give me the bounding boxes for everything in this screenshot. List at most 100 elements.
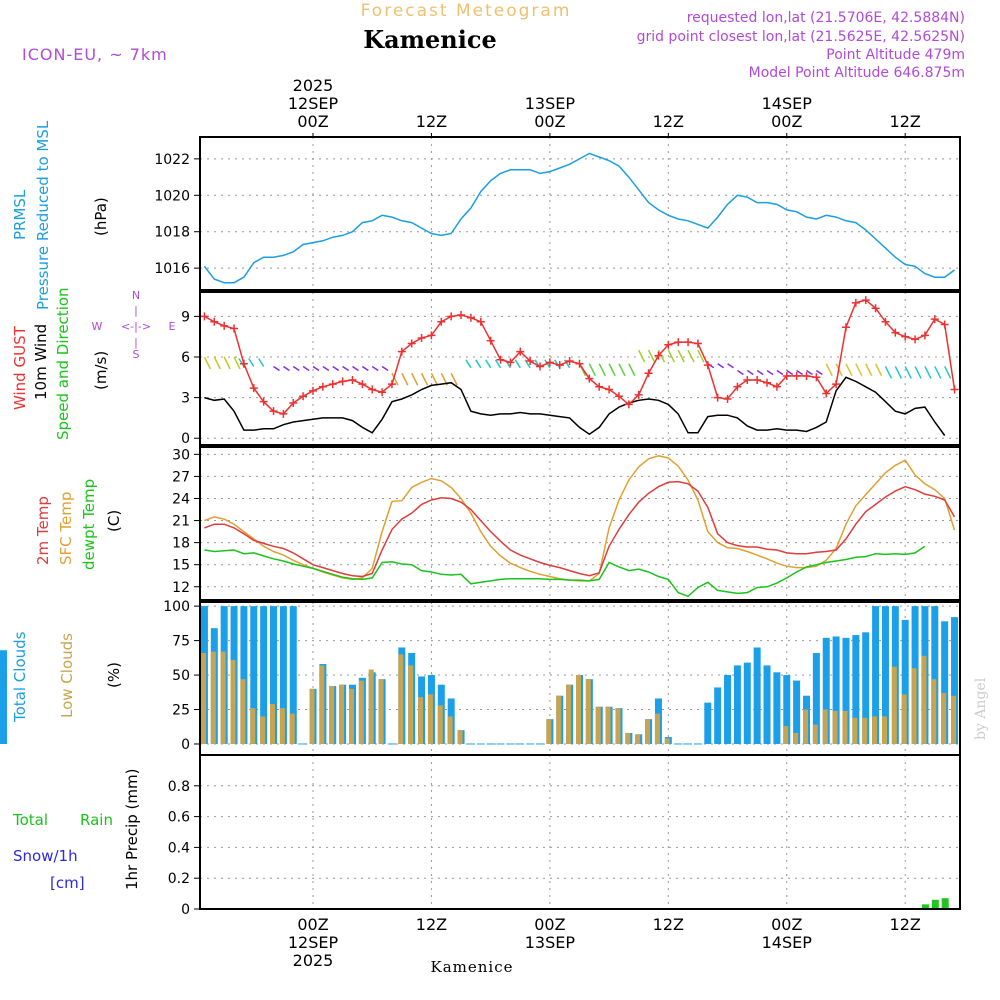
model-altitude: Model Point Altitude 646.875m bbox=[749, 65, 965, 81]
t2m-label: 2m Temp bbox=[34, 496, 52, 565]
gust-marker bbox=[387, 380, 396, 389]
gust-marker bbox=[407, 339, 416, 348]
low-cloud-bar bbox=[427, 694, 433, 744]
gust-marker bbox=[200, 312, 209, 321]
wind-arrow bbox=[746, 369, 754, 376]
low-cloud-bar bbox=[654, 713, 660, 744]
svg-text:|: | bbox=[134, 336, 138, 349]
gust-marker bbox=[427, 331, 436, 340]
low-cloud-bar bbox=[230, 659, 236, 744]
y-tick-label: 21 bbox=[172, 514, 190, 530]
time-label-bottom: 12SEP bbox=[288, 933, 339, 952]
low-cloud-bar bbox=[872, 716, 878, 744]
y-tick-label: 50 bbox=[172, 668, 190, 684]
wind-arrow bbox=[361, 365, 369, 372]
dew-label: dewpt Temp bbox=[80, 479, 98, 570]
total-cloud-bar bbox=[0, 658, 7, 744]
prmsl-label: PRMSL bbox=[11, 189, 29, 240]
svg-text:|: | bbox=[134, 304, 138, 317]
gust-marker bbox=[506, 358, 515, 367]
wind-arrow bbox=[371, 365, 379, 372]
total-cloud-bar bbox=[862, 632, 870, 744]
gust-marker bbox=[555, 361, 564, 370]
wind-arrow bbox=[845, 363, 853, 377]
low-cloud-bar bbox=[566, 684, 572, 744]
compass-e: E bbox=[169, 320, 176, 333]
gust-marker bbox=[476, 317, 485, 326]
total-cloud-bar bbox=[872, 606, 880, 744]
low-cloud-bar bbox=[418, 697, 424, 744]
low-cloud-bar bbox=[398, 654, 404, 744]
total-cloud-bar bbox=[714, 687, 722, 744]
wind-arrow bbox=[677, 349, 685, 363]
sfc-temp-line bbox=[204, 455, 956, 582]
wind-arrow bbox=[766, 369, 774, 376]
wind-arrow bbox=[736, 369, 744, 376]
wind-arrow bbox=[391, 372, 399, 386]
gust-marker bbox=[822, 389, 831, 398]
low-cloud-bar bbox=[921, 655, 927, 744]
low-cloud-bar bbox=[339, 684, 345, 744]
y-tick-label: 0.2 bbox=[168, 871, 190, 887]
wind-desc: Speed and Direction bbox=[54, 287, 72, 440]
low-cloud-bar bbox=[437, 705, 443, 744]
gust-marker bbox=[614, 392, 623, 401]
gust-marker bbox=[536, 362, 545, 371]
gust-marker bbox=[526, 357, 535, 366]
total-cloud-bar bbox=[951, 617, 959, 744]
low-cloud-bar bbox=[891, 666, 897, 744]
wind-arrow bbox=[647, 349, 656, 363]
gust-marker bbox=[496, 355, 505, 364]
low-cloud-bar bbox=[862, 717, 868, 744]
y-tick-label: 24 bbox=[172, 491, 190, 507]
wind-arrow bbox=[213, 356, 221, 370]
wind-arrow bbox=[203, 356, 212, 370]
gust-marker bbox=[220, 321, 229, 330]
time-label-bottom: 14SEP bbox=[762, 933, 813, 952]
time-label-top: 14SEP bbox=[762, 94, 813, 113]
time-label-top: 00Z bbox=[297, 112, 328, 131]
gust-marker bbox=[565, 357, 574, 366]
gust-marker bbox=[950, 385, 959, 394]
wind-arrow bbox=[667, 349, 675, 363]
wind-arrow bbox=[806, 369, 813, 376]
time-label-bottom: 00Z bbox=[297, 915, 328, 934]
gust-marker bbox=[911, 335, 920, 344]
low-cloud-bar bbox=[329, 686, 335, 744]
wind-arrow bbox=[465, 359, 472, 369]
rain-bar bbox=[921, 904, 929, 909]
wind-arrow bbox=[924, 366, 932, 379]
gust-marker bbox=[486, 336, 495, 345]
wind-arrow bbox=[874, 363, 883, 377]
total-cloud-bar bbox=[250, 606, 258, 744]
gust-marker bbox=[249, 384, 258, 393]
cm-label: [cm] bbox=[50, 874, 85, 892]
total-clouds-label: Total Clouds bbox=[11, 631, 29, 723]
wind-arrow bbox=[588, 363, 597, 377]
y-tick-label: 1022 bbox=[154, 152, 190, 168]
total-cloud-bar bbox=[822, 637, 830, 744]
wind-arrow bbox=[475, 359, 482, 369]
requested-coords: requested lon,lat (21.5706E, 42.5884N) bbox=[687, 10, 965, 26]
wind-arrow bbox=[618, 363, 626, 377]
time-label-top: 12SEP bbox=[288, 94, 339, 113]
gust-marker bbox=[703, 361, 712, 370]
gust-marker bbox=[466, 313, 475, 322]
gust-marker bbox=[891, 328, 900, 337]
low-cloud-bar bbox=[881, 716, 887, 744]
low-cloud-bar bbox=[822, 709, 828, 744]
wind-arrow bbox=[884, 366, 893, 379]
wind-arrow bbox=[894, 366, 903, 379]
gust-marker bbox=[930, 315, 939, 324]
wind-arrow bbox=[420, 372, 429, 386]
wind-arrow bbox=[273, 365, 280, 372]
gust-marker bbox=[743, 376, 752, 385]
low-cloud-bar bbox=[645, 719, 651, 744]
total-cloud-bar bbox=[289, 606, 297, 744]
total-cloud-bar bbox=[773, 672, 781, 744]
panel-frame bbox=[199, 446, 961, 601]
rain-bar bbox=[931, 899, 939, 909]
dewpoint-line bbox=[204, 545, 926, 598]
total-cloud-bar bbox=[931, 606, 939, 744]
gust-marker bbox=[901, 332, 910, 341]
